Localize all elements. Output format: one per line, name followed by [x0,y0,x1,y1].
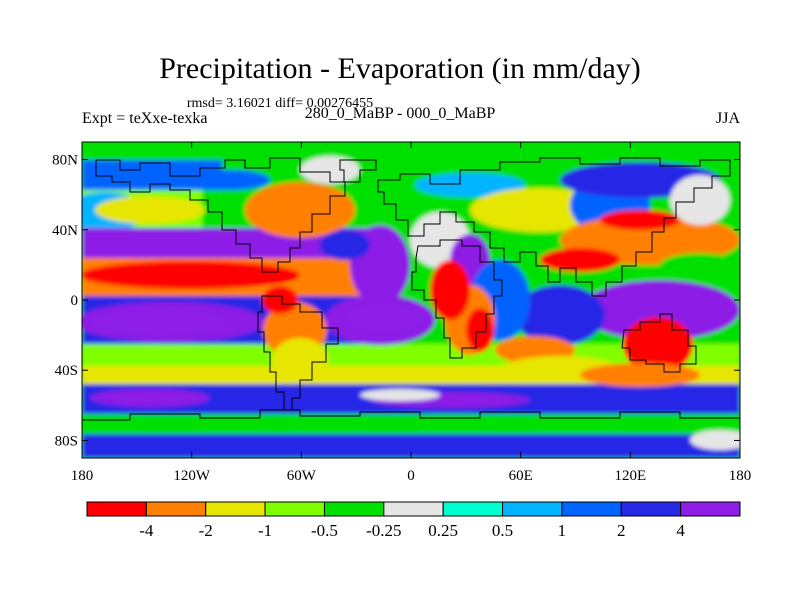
colorbar-swatch [205,501,266,517]
coastline [82,157,740,458]
colorbar-label: -2 [199,521,213,540]
contour-fill [82,142,740,458]
x-tick-label: 120W [173,468,211,484]
colorbar-label: -0.25 [366,521,401,540]
colorbar-swatch [680,501,741,517]
map-panel: 180 120W 60W 0 60E 120E 180 80N 40N 0 40S 80S [52,141,751,484]
y-tick-label: 40S [55,363,78,379]
colorbar-swatch [86,501,147,517]
y-tick-label: 40N [52,223,78,239]
y-tick-label: 80S [55,433,78,449]
y-tick-label: 0 [71,293,79,309]
colorbar-label: -1 [258,521,272,540]
rmsd-diff-label: rmsd= 3.16021 diff= 0.00276455 [186,96,374,111]
x-tick-label: 120E [614,468,646,484]
colorbar-label: 4 [676,521,685,540]
chart-title: Precipitation - Evaporation (in mm/day) [159,52,641,85]
experiment-label: Expt = teXxe-texka [82,110,208,127]
colorbar-swatch [145,501,207,517]
y-tick-label: 80N [52,153,78,169]
x-tick-label: 60E [509,468,533,484]
axes: 180 120W 60W 0 60E 120E 180 80N 40N 0 40S 80S [52,142,751,484]
colorbar-swatch [561,501,622,517]
colorbar-label: 0.25 [428,521,458,540]
season-label: JJA [715,110,740,127]
colorbar-swatch [383,501,444,517]
colorbar-swatch [264,501,325,517]
colorbar-swatch [620,501,682,517]
colorbar: -4 -2 -1 -0.5 -0.25 0.25 0.5 1 2 4 [86,501,741,540]
x-tick-label: 180 [71,468,94,484]
colorbar-label: 1 [558,521,567,540]
colorbar-label: 0.5 [492,521,513,540]
x-tick-label: 0 [407,468,415,484]
colorbar-swatch [502,501,563,517]
colorbar-swatch [323,501,385,517]
colorbar-swatch [442,501,504,517]
colorbar-label: -0.5 [311,521,338,540]
chart-subtitle: 280_0_MaBP - 000_0_MaBP [304,105,496,122]
x-tick-label: 180 [729,468,752,484]
colorbar-label: -4 [139,521,154,540]
colorbar-label: 2 [617,521,626,540]
x-tick-label: 60W [287,468,317,484]
